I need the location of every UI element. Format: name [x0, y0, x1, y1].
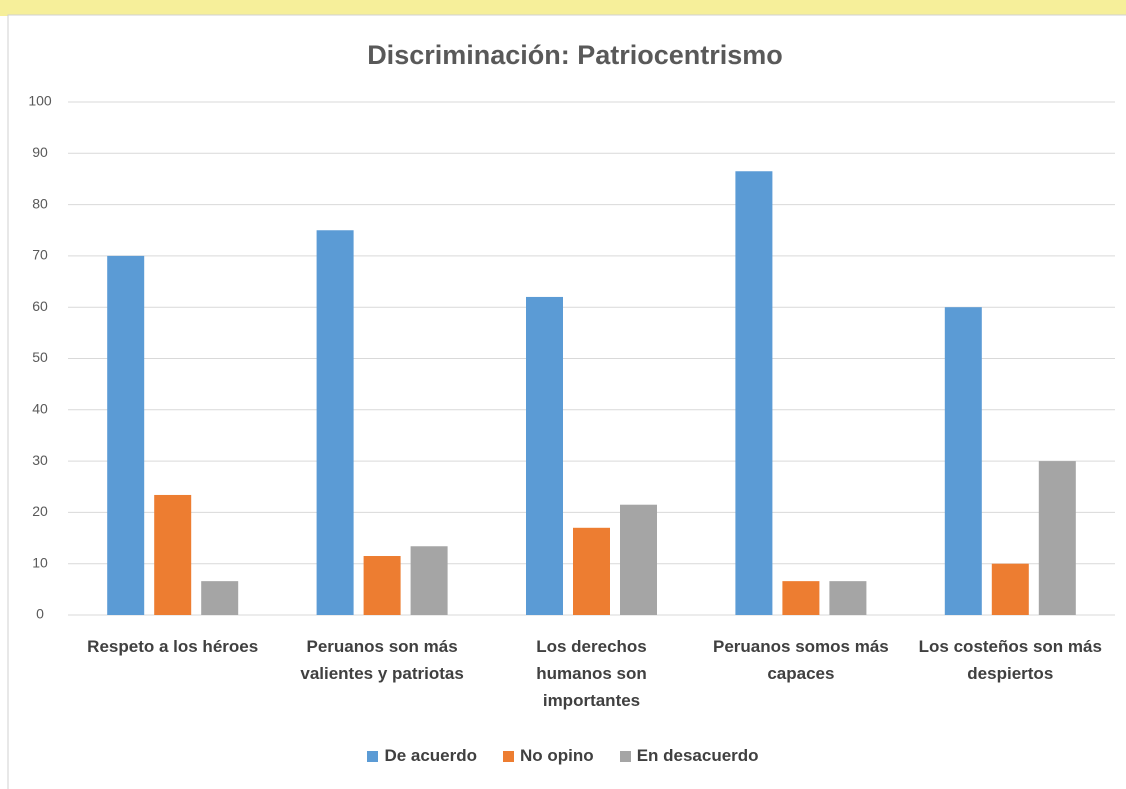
y-tick-label: 30	[32, 452, 48, 468]
y-tick-label: 20	[32, 503, 48, 519]
bar	[154, 494, 192, 615]
bar	[944, 307, 982, 615]
bar	[620, 504, 657, 615]
bar	[107, 255, 145, 615]
legend-swatch	[367, 750, 379, 762]
y-tick-label: 80	[32, 195, 48, 211]
bar	[363, 556, 401, 615]
y-tick-label: 50	[32, 349, 48, 365]
y-tick-label: 70	[32, 247, 48, 263]
y-tick-label: 60	[32, 298, 48, 314]
legend-label: No opino	[520, 746, 594, 765]
y-tick-label: 100	[28, 93, 52, 109]
legend-item: No opino	[503, 746, 594, 766]
legend-label: En desacuerdo	[636, 746, 759, 765]
bar	[782, 581, 820, 615]
legend-swatch	[503, 750, 515, 762]
bar	[735, 171, 773, 615]
top-band	[0, 0, 1126, 16]
bar	[526, 296, 563, 615]
x-tick-label: Peruanos somos más capaces	[713, 637, 889, 683]
y-tick-label: 10	[32, 554, 48, 570]
legend-label: De acuerdo	[384, 746, 478, 765]
legend: De acuerdo No opino En desacuerdo	[0, 746, 1126, 766]
bar	[1038, 461, 1076, 615]
bar	[573, 527, 610, 615]
y-tick-label: 90	[32, 144, 48, 160]
chart-frame	[7, 14, 1126, 789]
chart-title: Discriminación: Patriocentrismo	[367, 40, 783, 70]
legend-swatch	[619, 750, 631, 762]
bar	[991, 563, 1029, 615]
x-tick-label: Respeto a los héroes	[87, 637, 259, 656]
legend-item: En desacuerdo	[619, 746, 759, 766]
bar	[410, 546, 448, 615]
bar	[316, 230, 354, 615]
legend-item: De acuerdo	[367, 746, 477, 766]
bar	[201, 581, 239, 615]
y-tick-label: 40	[32, 401, 48, 417]
x-tick-label: Los costeños son más despiertos	[918, 637, 1102, 683]
x-tick-label: Peruanos son más valientes y patriotas	[300, 637, 464, 683]
x-tick-label: Los derechos humanos son importantes	[536, 637, 647, 710]
bar	[829, 581, 867, 615]
y-tick-label: 0	[36, 606, 44, 622]
